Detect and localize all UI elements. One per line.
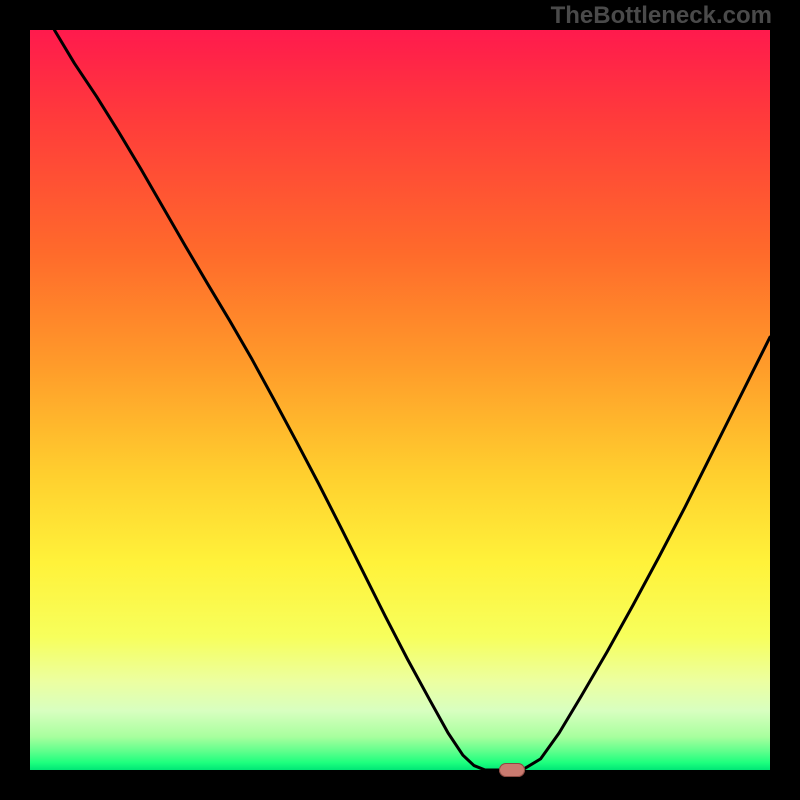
- watermark-text: TheBottleneck.com: [551, 2, 772, 30]
- optimal-marker: [499, 763, 525, 777]
- chart-frame: TheBottleneck.com: [0, 0, 800, 800]
- plot-area: [30, 30, 770, 770]
- curve-path: [54, 30, 770, 770]
- bottleneck-curve: [30, 30, 770, 770]
